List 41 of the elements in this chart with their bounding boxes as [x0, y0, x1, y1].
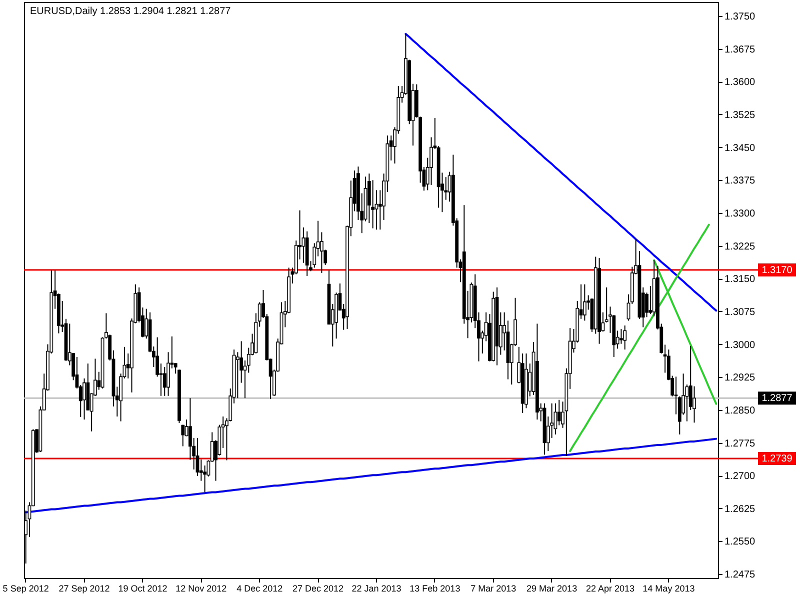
- x-tick-label: 5 Sep 2012: [2, 584, 49, 594]
- y-tick-label: 1.3000: [724, 340, 756, 351]
- x-tick-label: 12 Nov 2012: [176, 584, 227, 594]
- ref-line-label: 1.2877: [762, 393, 793, 404]
- y-tick-label: 1.2850: [724, 405, 756, 416]
- y-tick-label: 1.3525: [724, 110, 756, 121]
- candlestick: [623, 324, 627, 350]
- x-tick-label: 13 Feb 2013: [410, 584, 460, 594]
- x-tick-label: 14 May 2013: [642, 584, 695, 594]
- y-tick-label: 1.3750: [724, 12, 756, 23]
- x-tick-label: 7 Mar 2013: [470, 584, 516, 594]
- ref-line-label: 1.3170: [762, 264, 793, 276]
- ref-line-label: 1.2739: [762, 454, 793, 465]
- candlestick: [620, 328, 623, 344]
- x-tick-label: 27 Sep 2012: [58, 584, 110, 594]
- y-tick-label: 1.3675: [724, 44, 756, 56]
- y-tick-label: 1.2775: [724, 438, 756, 450]
- x-tick-label: 29 Mar 2013: [526, 584, 578, 594]
- line-series: [404, 32, 718, 312]
- candlestick: [557, 399, 561, 426]
- x-tick-label: 22 Apr 2013: [586, 584, 635, 594]
- y-tick-label: 1.3225: [724, 241, 756, 252]
- y-tick-label: 1.3075: [724, 306, 756, 318]
- x-tick-label: 4 Dec 2012: [236, 584, 283, 594]
- y-tick-label: 1.2625: [724, 504, 756, 515]
- candlestick: [582, 284, 586, 322]
- y-tick-label: 1.3150: [724, 274, 756, 286]
- y-tick-label: 1.2700: [724, 471, 756, 482]
- candlestick: [162, 366, 166, 396]
- y-tick-label: 1.3450: [724, 142, 756, 154]
- x-tick-label: 22 Jan 2013: [352, 584, 402, 594]
- x-tick-label: 27 Dec 2012: [292, 584, 344, 594]
- y-tick-label: 1.2475: [724, 570, 756, 581]
- y-tick-label: 1.3600: [724, 77, 756, 88]
- x-tick-label: 19 Oct 2012: [118, 584, 168, 594]
- chart-title: EURUSD,Daily 1.2853 1.2904 1.2821 1.2877: [30, 6, 232, 17]
- y-tick-label: 1.2550: [724, 536, 756, 548]
- y-tick-label: 1.3300: [724, 208, 756, 220]
- y-tick-label: 1.3375: [724, 176, 756, 187]
- candlestick: [82, 378, 86, 420]
- y-tick-label: 1.2925: [724, 372, 756, 384]
